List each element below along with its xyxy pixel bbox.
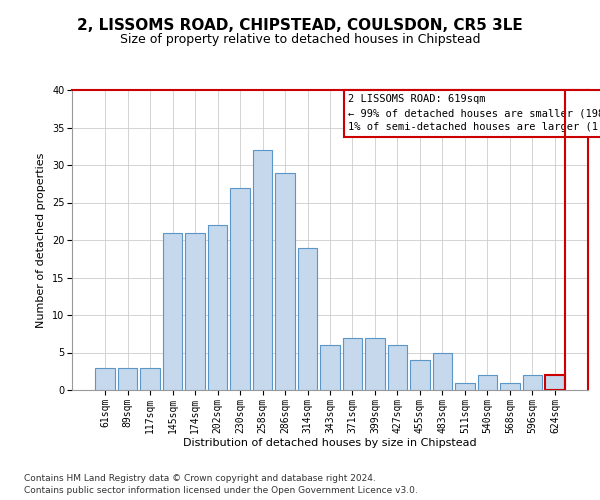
Bar [433,352,452,390]
Bar [320,345,340,390]
Bar [455,382,475,390]
Bar [388,345,407,390]
Bar [185,232,205,390]
Text: 2, LISSOMS ROAD, CHIPSTEAD, COULSDON, CR5 3LE: 2, LISSOMS ROAD, CHIPSTEAD, COULSDON, CR… [77,18,523,32]
Bar [500,382,520,390]
Bar [343,338,362,390]
Bar [545,375,565,390]
Bar [95,368,115,390]
Bar [140,368,160,390]
Text: Size of property relative to detached houses in Chipstead: Size of property relative to detached ho… [120,32,480,46]
Bar [275,172,295,390]
Bar [230,188,250,390]
Bar [410,360,430,390]
Bar [118,368,137,390]
Bar [298,248,317,390]
Y-axis label: Number of detached properties: Number of detached properties [37,152,46,328]
Text: 2 LISSOMS ROAD: 619sqm
← 99% of detached houses are smaller (198)
1% of semi-det: 2 LISSOMS ROAD: 619sqm ← 99% of detached… [348,94,600,132]
Bar [365,338,385,390]
Bar [523,375,542,390]
Bar [253,150,272,390]
X-axis label: Distribution of detached houses by size in Chipstead: Distribution of detached houses by size … [183,438,477,448]
Text: Contains HM Land Registry data © Crown copyright and database right 2024.
Contai: Contains HM Land Registry data © Crown c… [24,474,418,495]
Bar [163,232,182,390]
Bar [478,375,497,390]
Bar [208,225,227,390]
